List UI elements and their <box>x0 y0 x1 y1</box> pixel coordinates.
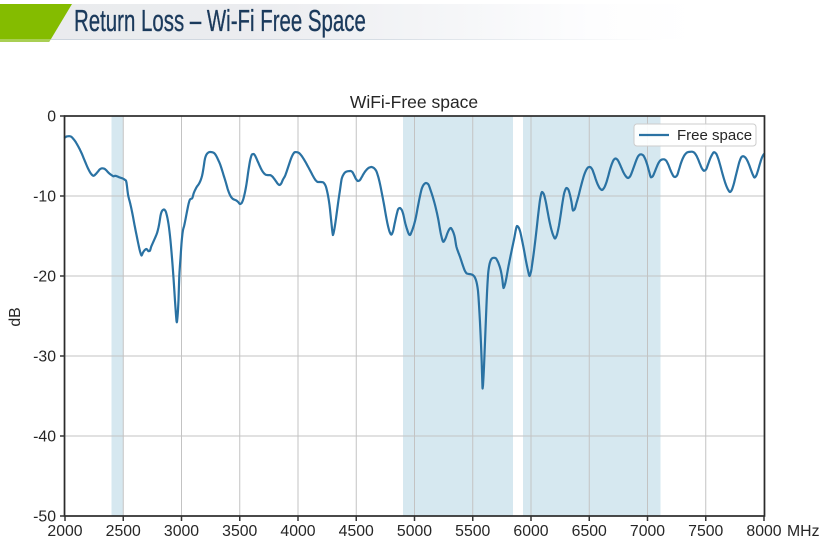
svg-text:3500: 3500 <box>222 523 257 540</box>
svg-text:-30: -30 <box>33 348 56 365</box>
svg-text:7000: 7000 <box>630 523 665 540</box>
svg-text:dB: dB <box>7 307 24 326</box>
svg-text:-10: -10 <box>33 188 56 205</box>
svg-text:2500: 2500 <box>106 523 141 540</box>
svg-text:7500: 7500 <box>688 523 723 540</box>
svg-text:0: 0 <box>47 108 56 125</box>
svg-text:2000: 2000 <box>47 523 82 540</box>
svg-text:-20: -20 <box>33 268 56 285</box>
svg-text:Free space: Free space <box>677 127 752 144</box>
svg-text:MHz: MHz <box>787 523 820 540</box>
svg-text:6500: 6500 <box>572 523 607 540</box>
svg-text:3000: 3000 <box>164 523 199 540</box>
svg-text:5500: 5500 <box>455 523 490 540</box>
svg-text:-40: -40 <box>33 428 56 445</box>
svg-text:4500: 4500 <box>339 523 374 540</box>
svg-text:8000: 8000 <box>746 523 781 540</box>
svg-text:4000: 4000 <box>280 523 315 540</box>
svg-text:6000: 6000 <box>513 523 548 540</box>
svg-text:WiFi-Free space: WiFi-Free space <box>350 92 478 112</box>
svg-text:5000: 5000 <box>397 523 432 540</box>
svg-text:-50: -50 <box>33 508 56 525</box>
